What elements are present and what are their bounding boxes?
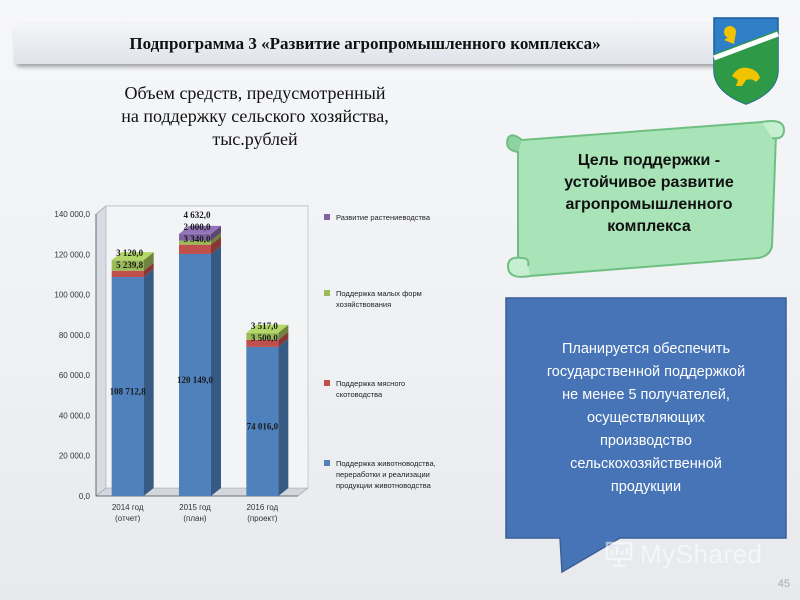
chart-caption-line: тыс.рублей [212, 129, 298, 149]
y-tick-label: 40 000,0 [59, 411, 91, 420]
slide-title: Подпрограмма 3 «Развитие агропромышленно… [129, 34, 601, 53]
support-goal-text: Цель поддержки - устойчивое развитие агр… [528, 150, 770, 238]
callout-line: Планируется обеспечить [561, 341, 731, 357]
bar-segment-side [278, 338, 289, 496]
bar-segment-side [278, 324, 289, 340]
bar-segment-side [143, 252, 154, 271]
bar-segment-top [111, 252, 154, 261]
data-label: 4 632,0 [184, 210, 212, 220]
legend-label: Развитие растениеводства [336, 213, 431, 222]
bar-segment-front [111, 277, 144, 496]
data-label: 120 149,0 [177, 375, 214, 385]
bar-segment-front [246, 332, 279, 340]
legend-swatch [324, 290, 330, 296]
x-tick-label: 2014 год [112, 503, 144, 512]
bar-segment-front [179, 253, 211, 496]
goal-line: Цель поддержки - [577, 152, 721, 169]
watermark-text: MyShared [640, 538, 763, 569]
bar-segment-top [179, 225, 221, 234]
page-number: 45 [777, 578, 790, 590]
legend-label: скотоводства [336, 390, 383, 399]
chart-caption: Объем средств, предусмотренный на поддер… [70, 82, 440, 151]
stacked-bar-chart: 0,0 20 000,0 40 000,0 60 000,0 80 000,0 100 0… [54, 205, 436, 523]
bar-segment-side [143, 262, 154, 278]
watermark: MyShared [604, 536, 763, 572]
callout-line: осуществляющих [586, 410, 706, 426]
chart-bars [111, 225, 289, 496]
bar-segment-front [179, 240, 211, 245]
y-tick-label: 20 000,0 [59, 452, 91, 461]
goal-scroll-banner [506, 120, 786, 278]
coat-of-arms-icon [713, 17, 779, 105]
data-label: 3 500,0 [251, 333, 279, 343]
legend-label: Поддержка мясного [336, 379, 405, 388]
data-label: 2 000,0 [184, 222, 212, 232]
bar-segment-side [211, 232, 221, 245]
data-label: 3 340,0 [184, 234, 212, 244]
legend-label: хозяйствования [336, 300, 391, 309]
y-tick-label: 80 000,0 [59, 331, 91, 340]
bar-segment-front [246, 339, 279, 347]
goal-line: комплекса [607, 218, 691, 235]
legend-swatch [324, 460, 330, 466]
chart-caption-line: на поддержку сельского хозяйства, [121, 106, 389, 126]
bar-segment-front [179, 244, 211, 254]
callout-line: государственной поддержкой [546, 364, 746, 380]
legend-swatch [324, 214, 330, 220]
legend-label: Поддержка малых форм [336, 289, 422, 298]
legend-label: Поддержка животноводства, [336, 459, 436, 468]
x-tick-label: (отчет) [115, 514, 141, 523]
data-label: 5 239,8 [116, 260, 143, 270]
bar-segment-front [246, 346, 279, 496]
legend-label: переработки и реализации [336, 470, 430, 479]
callout-line: производство [600, 433, 692, 449]
callout-line: не менее 5 получателей, [562, 387, 730, 403]
y-tick-label: 100 000,0 [54, 291, 90, 300]
data-label: 3 517,0 [251, 321, 279, 331]
bar-segment-side [211, 245, 221, 496]
plan-callout-box [505, 297, 787, 574]
goal-line: агропромышленного [565, 196, 733, 213]
bar-segment-front [111, 260, 144, 271]
data-label: 3 120,0 [116, 248, 143, 258]
goal-line: устойчивое развитие [564, 174, 734, 191]
slide-title-bar: Подпрограмма 3 «Развитие агропромышленно… [14, 24, 716, 64]
bar-segment-side [211, 236, 221, 254]
y-tick-label: 140 000,0 [54, 210, 90, 219]
legend-label: продукции животноводства [336, 481, 432, 490]
bar-segment-top [246, 324, 289, 333]
chart-legend: Развитие растениеводства Поддержка малых … [324, 213, 436, 490]
x-tick-label: (план) [183, 514, 207, 523]
bar-segment-front [111, 270, 144, 278]
plan-callout-text: Планируется обеспечить государственной п… [512, 338, 780, 499]
bar-segment-front [179, 233, 211, 241]
chart-data-labels: 108 712,8 3 120,0 5 239,8 120 149,0 4 632,0 2… [110, 210, 279, 432]
bar-segment-side [211, 225, 221, 241]
legend-swatch [324, 380, 330, 386]
y-tick-label: 120 000,0 [54, 250, 90, 259]
y-tick-label: 0,0 [79, 492, 91, 501]
callout-line: продукции [610, 479, 682, 495]
y-tick-label: 60 000,0 [59, 371, 91, 380]
data-label: 74 016,0 [247, 421, 279, 431]
callout-line: сельскохозяйственной [570, 456, 722, 472]
chart-caption-line: Объем средств, предусмотренный [124, 83, 386, 103]
x-tick-label: (проект) [247, 514, 278, 523]
x-tick-label: 2016 год [246, 503, 278, 512]
data-label: 108 712,8 [110, 387, 147, 397]
bar-segment-side [278, 331, 289, 347]
chart-side-wall [95, 205, 107, 497]
x-tick-label: 2015 год [179, 503, 211, 512]
bar-segment-side [143, 269, 154, 496]
presentation-board-icon [605, 541, 633, 568]
